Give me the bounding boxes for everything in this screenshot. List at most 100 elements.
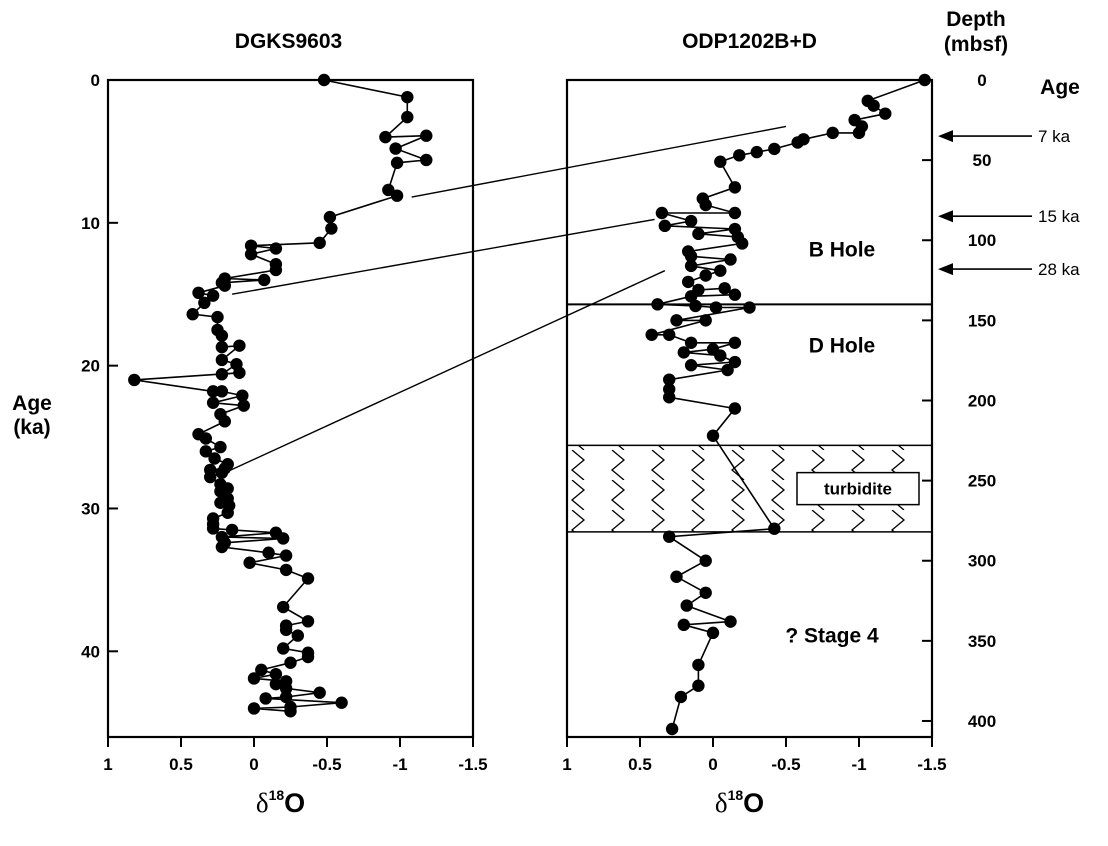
odp-data-point-61 bbox=[670, 570, 683, 583]
dgks-data-point-25 bbox=[198, 296, 211, 310]
dgks-data-point-34 bbox=[215, 368, 229, 381]
odp-data-point-38 bbox=[689, 299, 702, 313]
dgks-data-point-4 bbox=[379, 130, 392, 144]
dgks-data-point-91 bbox=[279, 690, 293, 704]
axes-layer bbox=[106, 78, 1032, 747]
turbidite-label: turbidite bbox=[824, 480, 892, 499]
odp-data-point-55 bbox=[663, 391, 676, 404]
odp-data-point-29 bbox=[684, 259, 698, 273]
dgks-data-point-86 bbox=[247, 672, 261, 685]
dgks-data-point-95 bbox=[247, 702, 261, 715]
odp-data-point-67 bbox=[692, 658, 705, 672]
odp-data-point-35 bbox=[728, 288, 742, 301]
dgks-data-point-16 bbox=[244, 248, 258, 261]
odp-x-tick-label: 1 bbox=[562, 755, 571, 774]
odp-data-point-32 bbox=[681, 275, 695, 289]
odp-data-point-59 bbox=[663, 530, 676, 543]
odp-data-point-52 bbox=[721, 363, 734, 377]
dgks-data-point-76 bbox=[301, 615, 315, 628]
odp-chart-title: ODP1202B+D bbox=[682, 30, 817, 53]
dgks-data-point-11 bbox=[323, 210, 337, 224]
dgks-data-point-63 bbox=[206, 522, 220, 535]
odp-y-tick-label: 300 bbox=[968, 552, 996, 571]
dgks-data-point-24 bbox=[206, 289, 220, 302]
odp-data-point-56 bbox=[728, 402, 742, 415]
odp-series-line bbox=[651, 79, 925, 730]
odp-y-tick-label: 400 bbox=[968, 712, 996, 731]
dgks-data-point-22 bbox=[218, 279, 231, 292]
odp-data-point-15 bbox=[728, 181, 742, 194]
odp-data-point-7 bbox=[852, 126, 866, 140]
odp-data-point-49 bbox=[714, 349, 727, 362]
odp-y-tick-label: 100 bbox=[968, 231, 996, 250]
dgks-data-point-74 bbox=[301, 572, 315, 585]
odp-data-point-53 bbox=[663, 373, 676, 386]
dgks-data-point-31 bbox=[233, 339, 246, 352]
dgks-chart-title: DGKS9603 bbox=[235, 30, 342, 53]
dgks-data-point-90 bbox=[313, 686, 326, 699]
odp-data-point-63 bbox=[680, 599, 693, 612]
dgks-data-point-27 bbox=[211, 310, 224, 324]
dgks-data-point-89 bbox=[279, 682, 293, 695]
dgks-data-point-88 bbox=[269, 677, 283, 691]
dgks-x-tick-label: -1.5 bbox=[458, 755, 487, 774]
odp-data-point-64 bbox=[724, 615, 737, 628]
odp-data-point-17 bbox=[699, 198, 712, 212]
odp-data-point-60 bbox=[699, 554, 712, 567]
odp-data-point-58 bbox=[768, 522, 781, 535]
dgks-y-tick-label: 30 bbox=[81, 499, 100, 518]
odp-x-axis-label: δ18O bbox=[715, 787, 764, 818]
odp-data-point-27 bbox=[684, 250, 698, 263]
age-arrow-label-3: 28 ka bbox=[1038, 260, 1080, 279]
odp-data-point-43 bbox=[645, 328, 658, 341]
hole-label-1: B Hole bbox=[809, 238, 876, 261]
dgks-data-point-69 bbox=[215, 540, 229, 554]
odp-y-tick-label: 50 bbox=[973, 151, 992, 170]
dgks-data-point-36 bbox=[128, 373, 141, 387]
correlation-line-3 bbox=[224, 270, 666, 474]
dgks-data-point-32 bbox=[215, 353, 229, 367]
dgks-data-point-67 bbox=[277, 532, 290, 545]
age-arrow-head-1 bbox=[938, 130, 953, 143]
background-layer bbox=[566, 303, 933, 533]
dgks-y-tick-label: 20 bbox=[81, 357, 100, 376]
dgks-data-point-64 bbox=[225, 523, 239, 537]
dgks-data-point-43 bbox=[218, 415, 231, 428]
odp-data-point-13 bbox=[733, 149, 746, 162]
dgks-data-point-93 bbox=[335, 696, 348, 709]
dgks-data-point-46 bbox=[214, 440, 227, 454]
odp-data-point-10 bbox=[791, 136, 804, 149]
dgks-data-point-2 bbox=[401, 90, 414, 104]
dgks-data-point-8 bbox=[390, 156, 404, 170]
dgks-data-point-78 bbox=[279, 623, 293, 637]
odp-data-point-30 bbox=[714, 264, 727, 277]
dgks-data-point-82 bbox=[301, 650, 315, 664]
dgks-data-point-71 bbox=[279, 549, 293, 562]
odp-data-point-42 bbox=[699, 314, 712, 327]
odp-data-point-36 bbox=[684, 290, 698, 303]
odp-y-tick-label: 200 bbox=[968, 391, 996, 410]
dgks-y-tick-label: 10 bbox=[81, 214, 100, 233]
odp-data-point-21 bbox=[658, 219, 672, 233]
dgks-data-point-84 bbox=[255, 663, 268, 677]
dgks-x-tick-label: 1 bbox=[103, 755, 112, 774]
odp-x-tick-label: 0 bbox=[708, 755, 717, 774]
odp-x-tick-label: -1 bbox=[851, 755, 866, 774]
dgks-data-point-15 bbox=[269, 242, 283, 255]
dgks-data-point-14 bbox=[244, 239, 258, 252]
dgks-data-point-10 bbox=[390, 189, 404, 202]
dgks-y-axis-label-line1: Age bbox=[12, 392, 52, 415]
odp-data-point-25 bbox=[736, 237, 749, 250]
odp-data-point-31 bbox=[699, 269, 712, 282]
dgks-data-point-60 bbox=[221, 506, 234, 519]
odp-data-point-48 bbox=[677, 346, 690, 359]
odp-data-point-68 bbox=[692, 679, 705, 692]
dgks-data-point-73 bbox=[279, 563, 293, 577]
turbidite-label-box bbox=[796, 471, 920, 506]
odp-y-tick-label: 150 bbox=[968, 311, 996, 330]
dgks-data-point-41 bbox=[237, 399, 250, 412]
dgks-x-tick-label: 0 bbox=[249, 755, 258, 774]
dgks-data-point-9 bbox=[382, 183, 395, 197]
odp-data-point-28 bbox=[724, 253, 737, 266]
